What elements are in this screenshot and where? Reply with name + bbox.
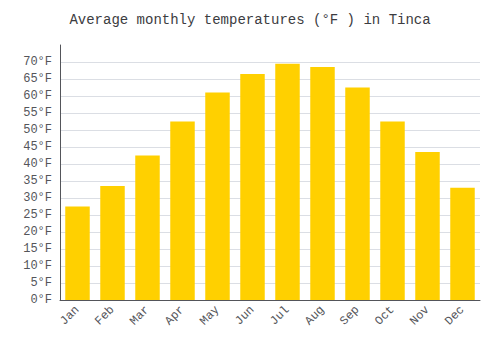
svg-text:Feb: Feb xyxy=(92,303,117,328)
svg-text:45°F: 45°F xyxy=(23,140,52,154)
svg-text:65°F: 65°F xyxy=(23,72,52,86)
svg-text:15°F: 15°F xyxy=(23,242,52,256)
svg-text:20°F: 20°F xyxy=(23,225,52,239)
svg-text:Average monthly temperatures (: Average monthly temperatures (°F ) in Ti… xyxy=(69,12,430,28)
svg-text:35°F: 35°F xyxy=(23,174,52,188)
svg-text:55°F: 55°F xyxy=(23,106,52,120)
svg-text:Sep: Sep xyxy=(337,303,362,328)
svg-text:Oct: Oct xyxy=(372,303,397,328)
svg-text:30°F: 30°F xyxy=(23,191,52,205)
svg-text:0°F: 0°F xyxy=(30,293,52,307)
svg-text:Aug: Aug xyxy=(302,303,327,328)
svg-text:5°F: 5°F xyxy=(30,276,52,290)
svg-text:May: May xyxy=(197,303,222,328)
svg-text:10°F: 10°F xyxy=(23,259,52,273)
svg-text:60°F: 60°F xyxy=(23,89,52,103)
svg-text:Jul: Jul xyxy=(267,303,292,328)
svg-text:Apr: Apr xyxy=(162,303,187,328)
svg-text:Jun: Jun xyxy=(232,303,257,328)
svg-text:Mar: Mar xyxy=(127,303,152,328)
svg-text:Dec: Dec xyxy=(442,303,467,328)
svg-text:70°F: 70°F xyxy=(23,55,52,69)
svg-text:25°F: 25°F xyxy=(23,208,52,222)
svg-text:Nov: Nov xyxy=(407,303,432,328)
svg-text:Jan: Jan xyxy=(57,303,82,328)
svg-text:40°F: 40°F xyxy=(23,157,52,171)
svg-text:50°F: 50°F xyxy=(23,123,52,137)
